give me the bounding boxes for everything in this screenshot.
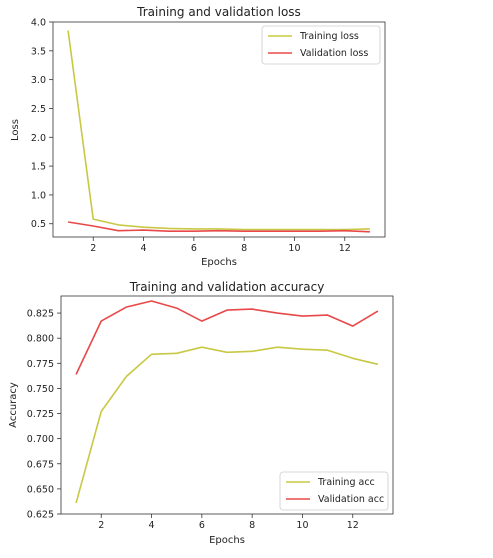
loss-y-tick-label: 2.5 xyxy=(31,104,46,115)
loss-x-tick-label: 2 xyxy=(90,243,96,254)
loss-legend-label-training: Training loss xyxy=(299,31,359,42)
loss-series-line-validation xyxy=(67,221,370,233)
loss-y-tick-label: 0.5 xyxy=(31,219,46,230)
accuracy-chart-title: Training and validation accuracy xyxy=(129,280,325,294)
accuracy-y-tick-label: 0.825 xyxy=(27,309,54,320)
accuracy-y-tick-label: 0.750 xyxy=(27,384,54,395)
loss-x-tick-label: 8 xyxy=(241,243,247,254)
loss-chart-title: Training and validation loss xyxy=(136,5,301,19)
accuracy-y-tick-label: 0.650 xyxy=(27,484,54,495)
loss-series-line-training xyxy=(67,30,370,231)
accuracy-legend: Training acc Validation acc xyxy=(279,471,389,511)
accuracy-x-tick-label: 12 xyxy=(347,520,359,531)
loss-y-tick-label: 3.0 xyxy=(31,75,46,86)
loss-y-tick-label: 3.5 xyxy=(31,46,46,57)
accuracy-legend-label-validation: Validation acc xyxy=(318,494,384,505)
accuracy-y-tick-label: 0.775 xyxy=(27,359,54,370)
accuracy-series-line-training xyxy=(75,346,379,504)
accuracy-plot-area xyxy=(60,295,394,515)
loss-x-tick-label: 6 xyxy=(191,243,197,254)
accuracy-y-tick-label: 0.725 xyxy=(27,409,54,420)
loss-y-tick-label: 1.5 xyxy=(31,162,46,173)
accuracy-chart: Training and validation accuracy Epochs … xyxy=(8,280,394,546)
accuracy-y-tick-label: 0.800 xyxy=(27,334,54,345)
accuracy-y-tick-label: 0.675 xyxy=(27,459,54,470)
loss-x-tick-label: 12 xyxy=(339,243,351,254)
loss-y-axis-label: Loss xyxy=(10,119,21,141)
accuracy-x-tick-label: 2 xyxy=(98,520,104,531)
loss-plot-area xyxy=(52,21,386,238)
accuracy-x-tick-label: 6 xyxy=(199,520,205,531)
loss-chart: Training and validation loss Epochs Loss… xyxy=(10,5,386,268)
loss-y-tick-label: 4.0 xyxy=(31,18,46,29)
loss-legend-label-validation: Validation loss xyxy=(300,48,368,59)
loss-legend: Training loss Validation loss xyxy=(261,25,381,65)
accuracy-legend-label-training: Training acc xyxy=(317,477,375,488)
accuracy-x-tick-label: 8 xyxy=(249,520,255,531)
loss-x-axis-label: Epochs xyxy=(201,257,237,268)
loss-x-tick-label: 10 xyxy=(288,243,300,254)
accuracy-x-tick-label: 10 xyxy=(296,520,308,531)
accuracy-y-tick-label: 0.700 xyxy=(27,434,54,445)
accuracy-series-line-validation xyxy=(75,300,379,375)
accuracy-y-axis-label: Accuracy xyxy=(8,382,19,428)
loss-x-tick-label: 4 xyxy=(141,243,147,254)
accuracy-x-tick-label: 4 xyxy=(149,520,155,531)
accuracy-y-tick-label: 0.625 xyxy=(27,510,54,521)
loss-y-tick-label: 1.0 xyxy=(31,190,46,201)
loss-y-tick-label: 2.0 xyxy=(31,133,46,144)
accuracy-x-axis-label: Epochs xyxy=(209,535,245,546)
